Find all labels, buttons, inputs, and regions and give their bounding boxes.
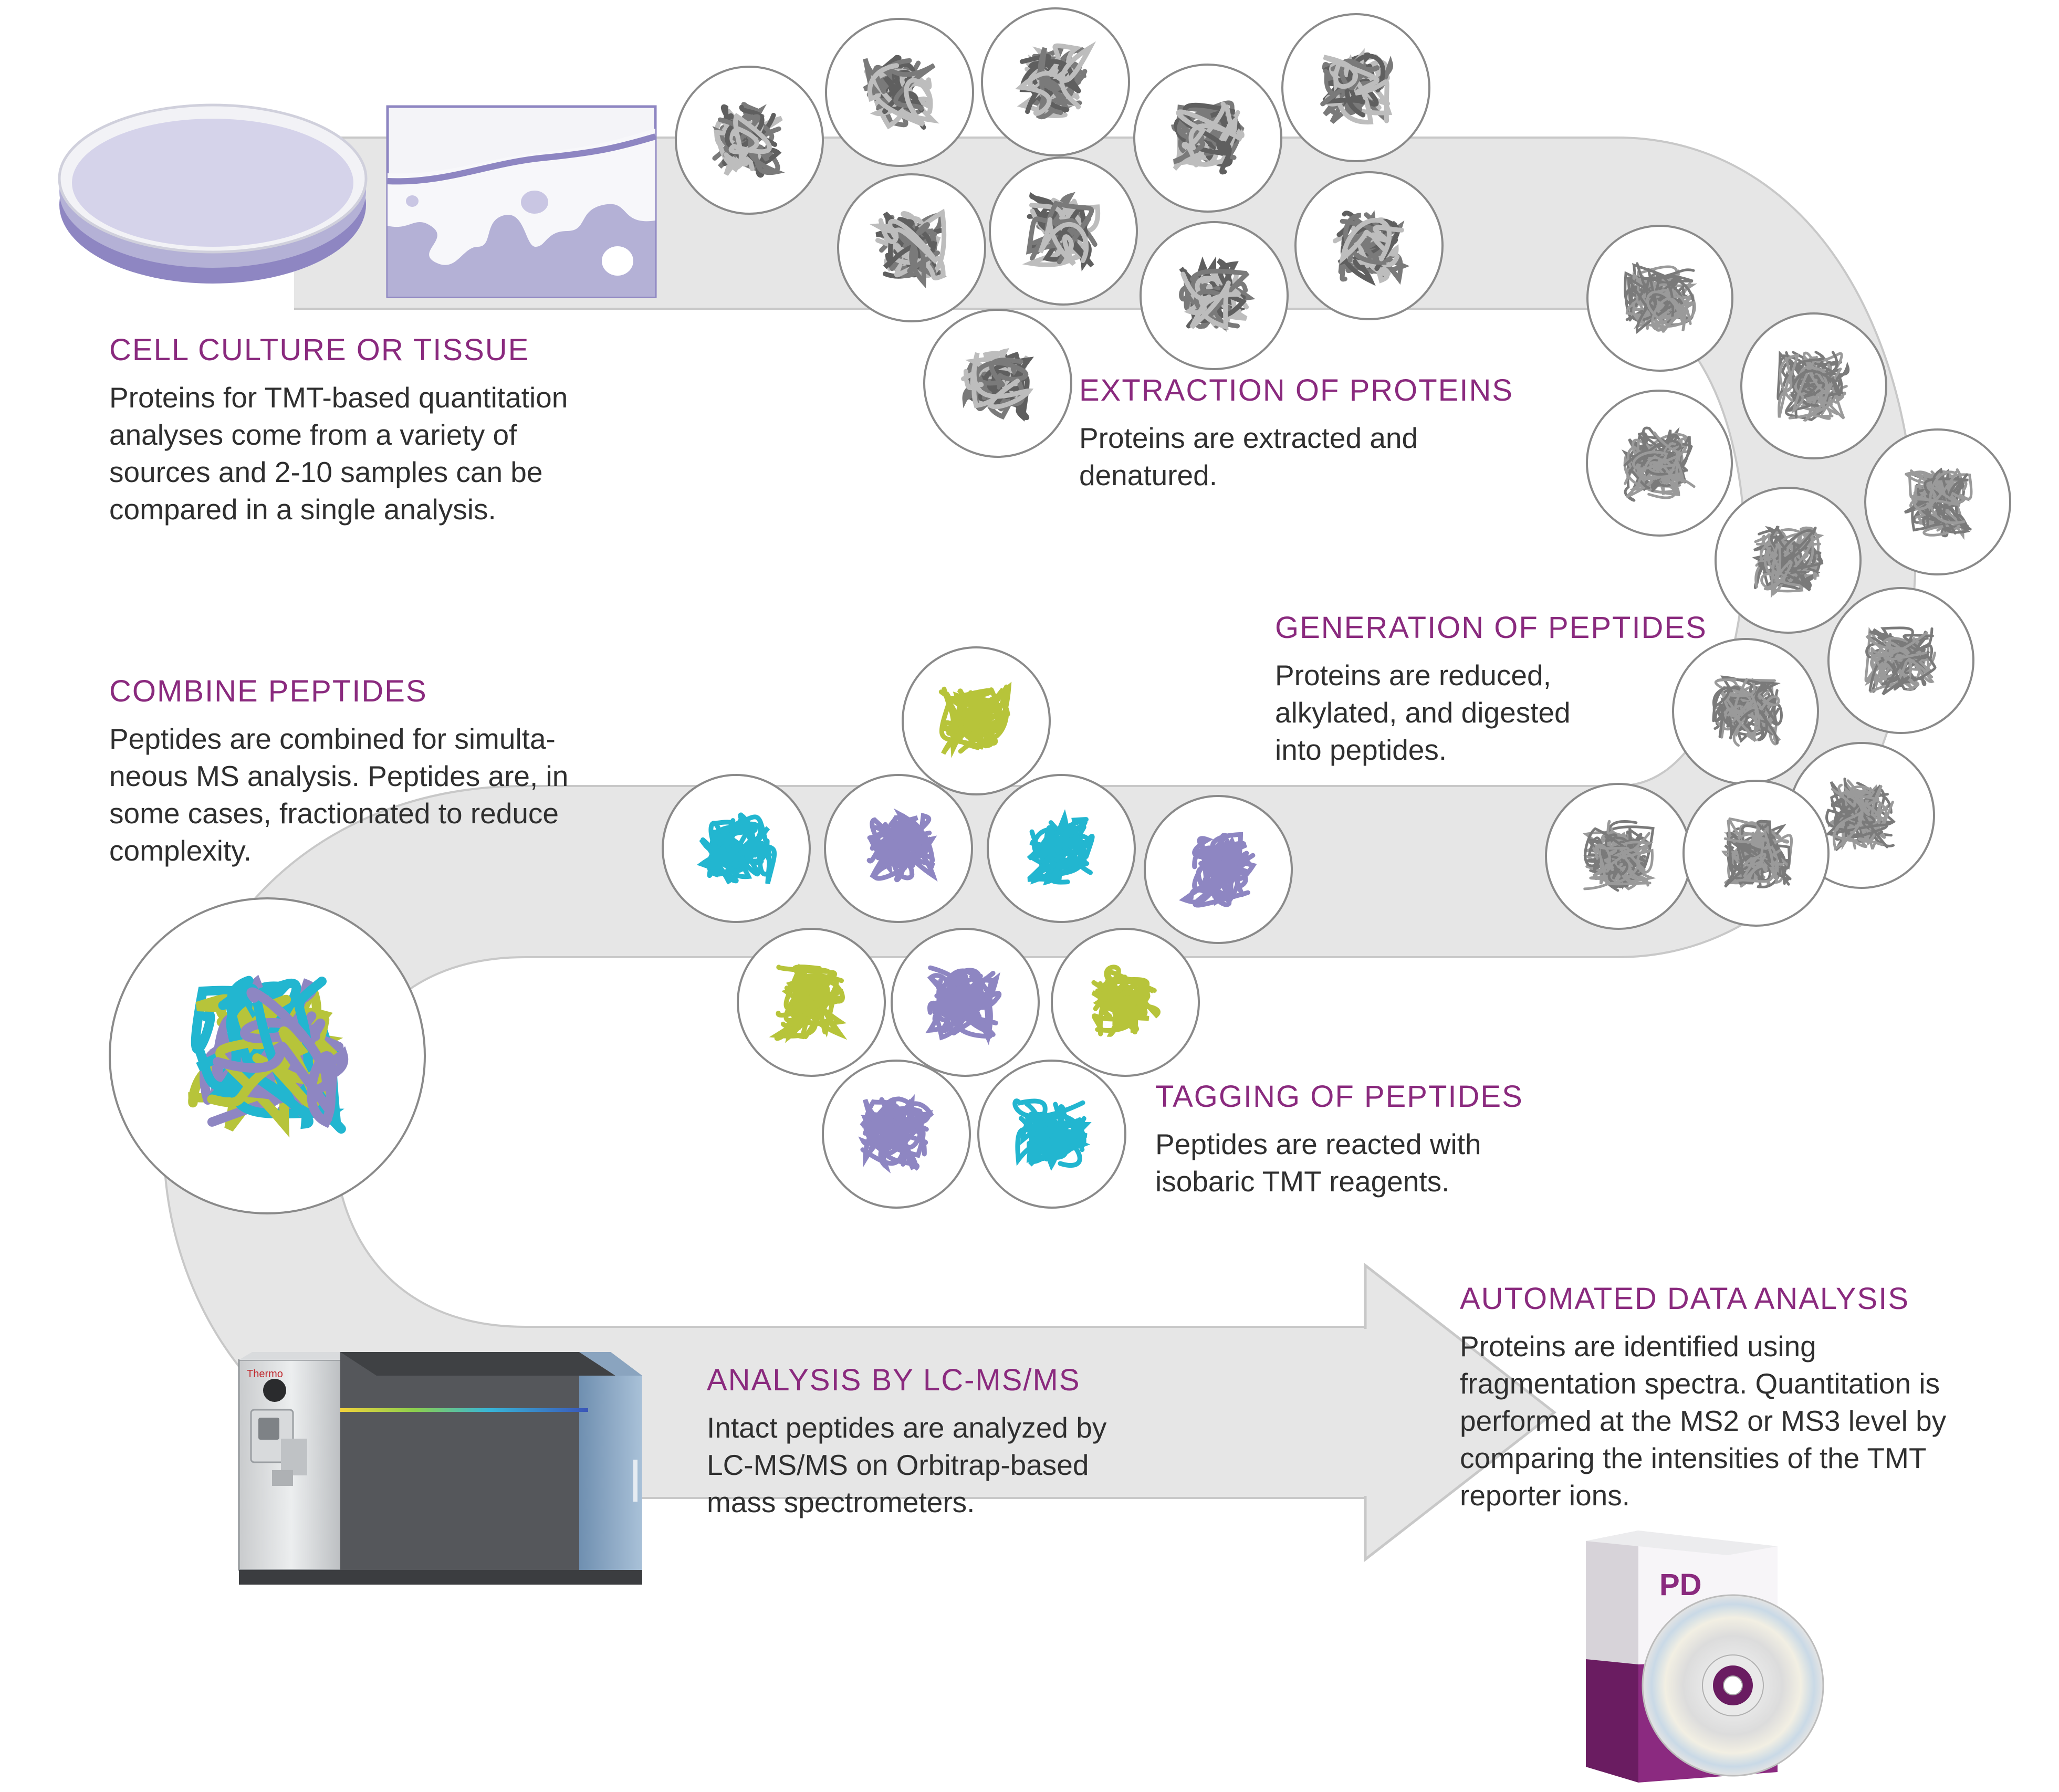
peptide-circle — [1827, 587, 1974, 734]
petri-dish-icon — [58, 103, 368, 284]
step-description: Proteins for TMT-based quantitation analy… — [109, 381, 568, 526]
protein-circle — [981, 7, 1130, 156]
step-combine: COMBINE PEPTIDES Peptides are combined f… — [109, 674, 568, 869]
tagged-peptide-circle — [824, 774, 973, 923]
tagged-peptide-circle — [902, 646, 1051, 795]
peptide-circle — [1586, 390, 1733, 537]
software-label: PD — [1659, 1568, 1702, 1602]
peptide-circle — [1864, 428, 2011, 575]
step-tagging: TAGGING OF PEPTIDES Peptides are reacted… — [1155, 1079, 1523, 1200]
protein-circle — [1133, 64, 1282, 213]
step-extraction: EXTRACTION OF PROTEINS Proteins are extr… — [1079, 373, 1513, 494]
protein-circle — [837, 173, 986, 322]
step-title: GENERATION OF PEPTIDES — [1275, 611, 1707, 645]
step-description: Peptides are combined for simulta-neous … — [109, 722, 569, 867]
protein-circle — [1140, 221, 1289, 370]
step-title: EXTRACTION OF PROTEINS — [1079, 373, 1514, 407]
tagged-peptide-circle — [822, 1060, 971, 1209]
tagged-peptide-circle — [662, 774, 811, 923]
step-description: Proteins are extracted and denatured. — [1079, 422, 1418, 491]
protein-circle — [989, 156, 1138, 306]
combined-peptides-circle — [109, 897, 426, 1214]
step-title: CELL CULTURE OR TISSUE — [109, 333, 530, 367]
step-title: TAGGING OF PEPTIDES — [1155, 1080, 1523, 1114]
tagged-peptide-circle — [1144, 795, 1293, 944]
peptide-circle — [1586, 225, 1733, 372]
tagged-peptide-circle — [737, 928, 886, 1077]
step-generation: GENERATION OF PEPTIDES Proteins are redu… — [1275, 610, 1707, 769]
mass-spectrometer-icon: Thermo — [238, 1352, 642, 1585]
peptide-circle — [1545, 783, 1692, 930]
protein-circle — [1294, 171, 1444, 320]
protein-circle — [1281, 13, 1430, 162]
tagged-peptide-circle — [987, 774, 1136, 923]
tagged-peptide-circle — [891, 928, 1040, 1077]
step-title: ANALYSIS BY LC-MS/MS — [707, 1363, 1081, 1397]
peptide-circle — [1740, 312, 1887, 459]
peptide-circle — [1682, 780, 1830, 927]
step-lcms: ANALYSIS BY LC-MS/MS Intact peptides are… — [707, 1363, 1106, 1521]
step-title: AUTOMATED DATA ANALYSIS — [1460, 1282, 1910, 1316]
protein-circle — [923, 309, 1072, 458]
protein-circle — [675, 66, 824, 215]
protein-circle — [825, 18, 974, 167]
step-title: COMBINE PEPTIDES — [109, 674, 427, 708]
step-description: Intact peptides are analyzed by LC-MS/MS … — [707, 1411, 1107, 1518]
step-description: Proteins are identified using fragmentati… — [1460, 1330, 1947, 1512]
software-box-icon: PD — [1586, 1531, 1824, 1783]
peptide-circle — [1715, 487, 1862, 634]
step-description: Proteins are reduced, alkylated, and dige… — [1275, 659, 1571, 766]
step-data-analysis: AUTOMATED DATA ANALYSIS Proteins are ide… — [1460, 1281, 1946, 1514]
instrument-brand: Thermo — [247, 1368, 283, 1380]
tagged-peptide-circle — [977, 1060, 1126, 1209]
step-description: Peptides are reacted with isobaric TMT re… — [1155, 1128, 1481, 1198]
peptide-circle — [1672, 638, 1819, 785]
tissue-section-icon — [386, 105, 657, 298]
tagged-peptide-circle — [1051, 928, 1200, 1077]
step-cell-culture: CELL CULTURE OR TISSUE Proteins for TMT-… — [109, 332, 568, 528]
molecule-circles — [109, 7, 2011, 1214]
